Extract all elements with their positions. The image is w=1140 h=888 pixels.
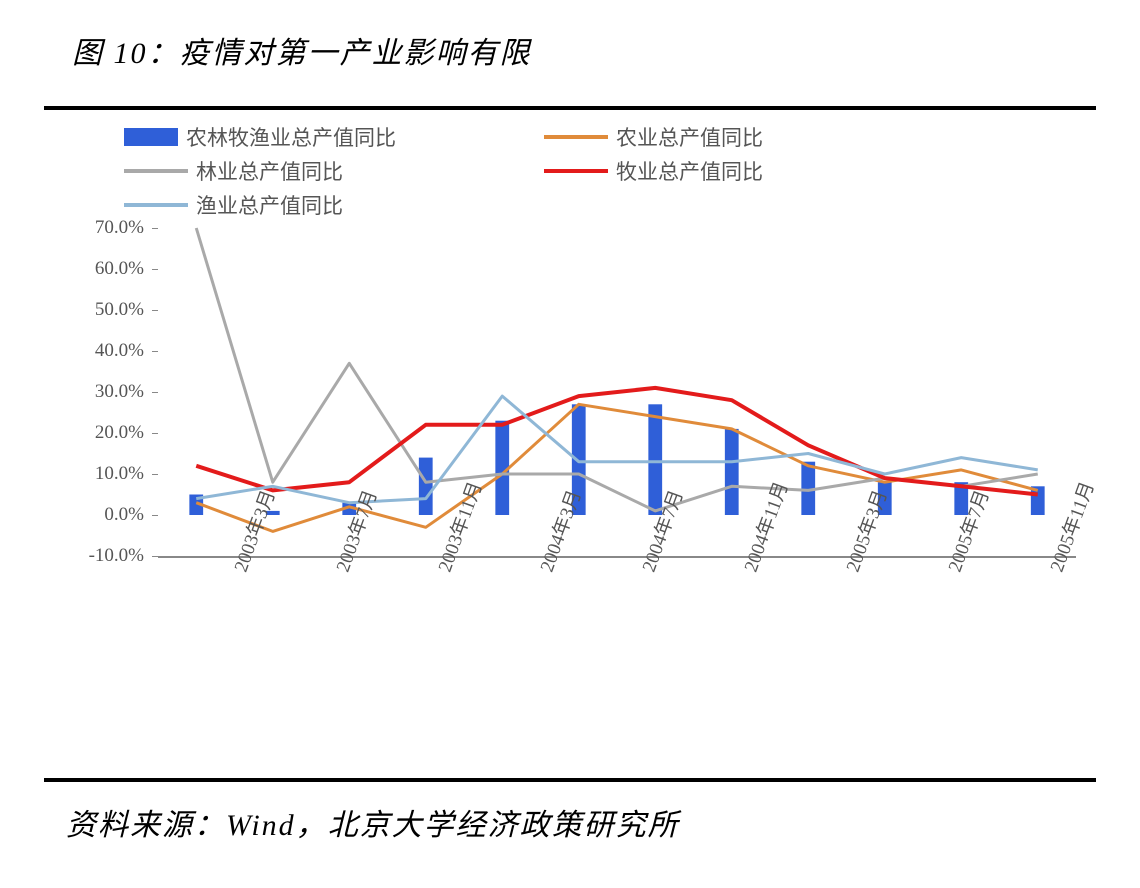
legend: 农林牧渔业总产值同比 农业总产值同比林业总产值同比 牧业总产值同比渔业总产值同比 <box>124 122 1096 220</box>
plot-area <box>158 228 1076 558</box>
x-axis-labels: 2003年3月2003年7月2003年11月2004年3月2004年7月2004… <box>158 558 1076 668</box>
legend-item: 林业总产值同比 <box>124 156 544 186</box>
y-tick-label: 10.0% <box>95 463 144 485</box>
chart: 农林牧渔业总产值同比 农业总产值同比林业总产值同比 牧业总产值同比渔业总产值同比 -… <box>44 122 1096 648</box>
y-tick-label: 0.0% <box>104 504 144 526</box>
y-tick-label: 40.0% <box>95 340 144 362</box>
legend-item: 农业总产值同比 <box>544 122 964 152</box>
y-tick-label: 50.0% <box>95 299 144 321</box>
legend-label: 林业总产值同比 <box>196 156 343 186</box>
y-tick-mark <box>152 433 158 434</box>
legend-label: 牧业总产值同比 <box>616 156 763 186</box>
legend-swatch-bar <box>124 128 178 146</box>
legend-item: 农林牧渔业总产值同比 <box>124 122 544 152</box>
y-tick-mark <box>152 556 158 557</box>
legend-swatch-line <box>544 135 608 139</box>
y-tick-mark <box>152 310 158 311</box>
chart-area: -10.0% 0.0% 10.0% 20.0% 30.0% 40.0% 50.0% 60.0%… <box>54 228 1096 648</box>
y-tick-mark <box>152 392 158 393</box>
y-axis: -10.0%0.0%10.0%20.0%30.0%40.0%50.0%60.0%… <box>54 228 150 558</box>
legend-label: 农业总产值同比 <box>616 122 763 152</box>
y-tick-label: 30.0% <box>95 381 144 403</box>
y-tick-label: 60.0% <box>95 258 144 280</box>
legend-label: 农林牧渔业总产值同比 <box>186 122 396 152</box>
y-tick-mark <box>152 269 158 270</box>
legend-item: 渔业总产值同比 <box>124 190 544 220</box>
y-tick-mark <box>152 515 158 516</box>
bar <box>725 429 739 515</box>
y-tick-mark <box>152 228 158 229</box>
y-tick-label: 70.0% <box>95 217 144 239</box>
source-text: 资料来源：Wind，北京大学经济政策研究所 <box>0 782 1140 844</box>
figure-title: 图 10：疫情对第一产业影响有限 <box>0 0 1140 88</box>
legend-swatch-line <box>124 203 188 207</box>
rule-top <box>44 106 1096 110</box>
bar <box>419 458 433 515</box>
y-tick-label: 20.0% <box>95 422 144 444</box>
y-tick-mark <box>152 351 158 352</box>
y-tick-label: -10.0% <box>89 545 144 567</box>
y-tick-mark <box>152 474 158 475</box>
legend-swatch-line <box>544 169 608 173</box>
legend-label: 渔业总产值同比 <box>196 190 343 220</box>
legend-swatch-line <box>124 169 188 173</box>
plot-svg <box>158 228 1076 556</box>
legend-item: 牧业总产值同比 <box>544 156 964 186</box>
